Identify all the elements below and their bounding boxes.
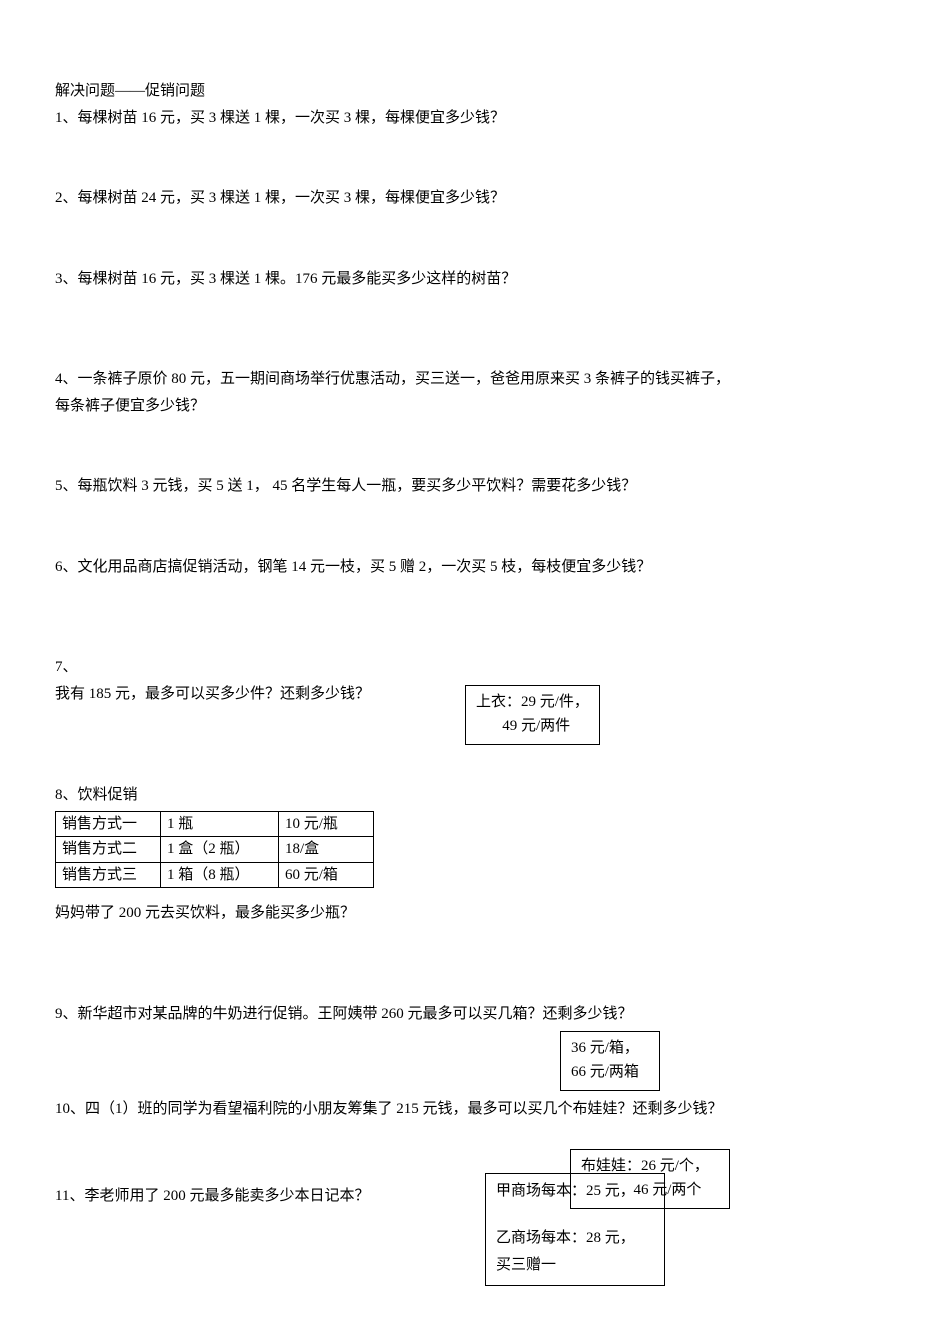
question-10: 10、四（1）班的同学为看望福利院的小朋友筹集了 215 元钱，最多可以买几个布… [55, 1098, 890, 1121]
question-4-line2: 每条裤子便宜多少钱？ [55, 395, 890, 418]
table-cell: 60 元/箱 [279, 862, 374, 888]
q10-box-line2: 46 元/两个 [581, 1178, 719, 1202]
question-4-line1: 4、一条裤子原价 80 元，五一期间商场举行优惠活动，买三送一，爸爸用原来买 3… [55, 368, 890, 391]
question-8-text: 妈妈带了 200 元去买饮料，最多能买多少瓶？ [55, 902, 890, 925]
table-cell: 1 盒（2 瓶） [161, 837, 279, 863]
question-2: 2、每棵树苗 24 元，买 3 棵送 1 棵，一次买 3 棵，每棵便宜多少钱？ [55, 187, 890, 210]
question-7-number: 7、 [55, 656, 890, 679]
question-5: 5、每瓶饮料 3 元钱，买 5 送 1， 45 名学生每人一瓶，要买多少平饮料？… [55, 475, 890, 498]
q10-box-line1: 布娃娃：26 元/个， [581, 1154, 719, 1178]
question-8-table: 销售方式一 1 瓶 10 元/瓶 销售方式二 1 盒（2 瓶） 18/盒 销售方… [55, 811, 374, 889]
q7-box-line1: 上衣：29 元/件， [476, 690, 589, 714]
table-cell: 销售方式三 [56, 862, 161, 888]
q11-box-line2: 乙商场每本：28 元， [496, 1225, 654, 1252]
table-cell: 1 瓶 [161, 811, 279, 837]
question-6: 6、文化用品商店搞促销活动，钢笔 14 元一枝，买 5 赠 2，一次买 5 枝，… [55, 556, 890, 579]
question-7-pricebox: 上衣：29 元/件， 49 元/两件 [465, 685, 600, 745]
question-11: 11、李老师用了 200 元最多能卖多少本日记本？ [55, 1188, 369, 1204]
table-cell: 18/盒 [279, 837, 374, 863]
table-cell: 10 元/瓶 [279, 811, 374, 837]
table-cell: 销售方式二 [56, 837, 161, 863]
q7-box-line2: 49 元/两件 [476, 714, 589, 738]
document-title: 解决问题——促销问题 [55, 80, 890, 103]
question-3: 3、每棵树苗 16 元，买 3 棵送 1 棵。176 元最多能买多少这样的树苗？ [55, 268, 890, 291]
question-1: 1、每棵树苗 16 元，买 3 棵送 1 棵，一次买 3 棵，每棵便宜多少钱？ [55, 107, 890, 130]
q9-box-line2: 66 元/两箱 [571, 1060, 649, 1084]
table-cell: 1 箱（8 瓶） [161, 862, 279, 888]
question-7-text: 我有 185 元，最多可以买多少件？还剩多少钱？ [55, 686, 370, 702]
question-10-pricebox: 布娃娃：26 元/个， 46 元/两个 [570, 1149, 730, 1209]
question-9-pricebox: 36 元/箱， 66 元/两箱 [560, 1031, 660, 1091]
table-cell: 销售方式一 [56, 811, 161, 837]
q11-box-line3: 买三赠一 [496, 1252, 654, 1279]
question-9: 9、新华超市对某品牌的牛奶进行促销。王阿姨带 260 元最多可以买几箱？还剩多少… [55, 1003, 890, 1026]
q9-box-line1: 36 元/箱， [571, 1036, 649, 1060]
question-8-title: 8、饮料促销 [55, 784, 890, 807]
